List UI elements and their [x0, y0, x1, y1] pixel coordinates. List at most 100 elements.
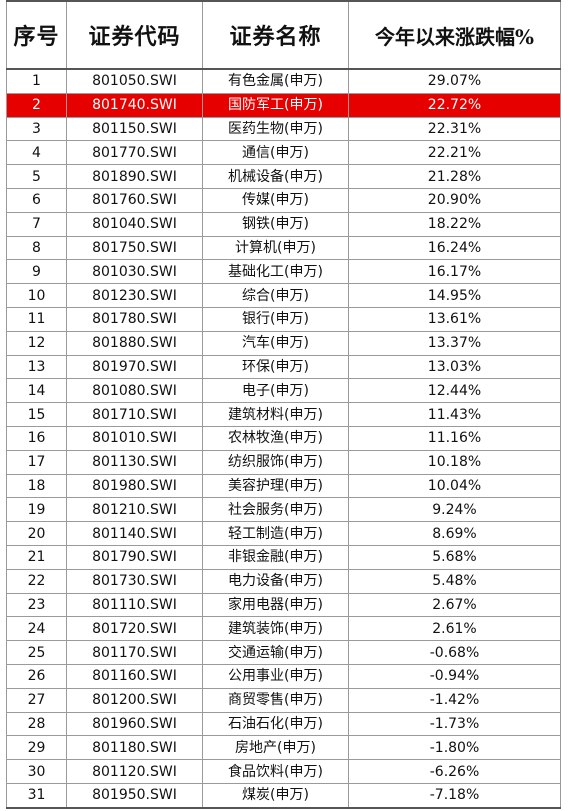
cell-code[interactable]: 801050.SWI — [66, 68, 203, 94]
cell-code[interactable]: 801120.SWI — [66, 759, 203, 784]
cell-name[interactable]: 电子(申万) — [202, 378, 349, 404]
cell-ytd-change[interactable]: 14.95% — [348, 283, 561, 308]
cell-index[interactable]: 14 — [6, 378, 67, 404]
cell-index[interactable]: 15 — [6, 402, 67, 427]
cell-code[interactable]: 801130.SWI — [66, 449, 203, 475]
cell-ytd-change[interactable]: 5.68% — [348, 544, 561, 570]
cell-code[interactable]: 801160.SWI — [66, 663, 203, 689]
cell-ytd-change[interactable]: 10.18% — [348, 449, 561, 475]
table-row[interactable]: 29 801180.SWI 房地产(申万) -1.80% — [6, 735, 561, 761]
cell-code[interactable]: 801880.SWI — [66, 330, 203, 356]
cell-name[interactable]: 汽车(申万) — [202, 330, 349, 356]
table-row[interactable]: 2 801740.SWI 国防军工(申万) 22.72% — [6, 92, 561, 118]
cell-index[interactable]: 23 — [6, 592, 67, 618]
cell-name[interactable]: 银行(申万) — [202, 306, 349, 332]
cell-ytd-change[interactable]: 21.28% — [348, 164, 561, 189]
cell-ytd-change[interactable]: 29.07% — [348, 68, 561, 94]
cell-index[interactable]: 1 — [6, 68, 67, 94]
cell-code[interactable]: 801040.SWI — [66, 211, 203, 237]
table-row[interactable]: 30 801120.SWI 食品饮料(申万) -6.26% — [6, 759, 561, 784]
cell-name[interactable]: 非银金融(申万) — [202, 544, 349, 570]
cell-index[interactable]: 28 — [6, 711, 67, 737]
cell-name[interactable]: 食品饮料(申万) — [202, 759, 349, 784]
cell-name[interactable]: 建筑装饰(申万) — [202, 616, 349, 642]
cell-code[interactable]: 801950.SWI — [66, 782, 203, 809]
cell-ytd-change[interactable]: 13.61% — [348, 306, 561, 332]
cell-ytd-change[interactable]: -1.42% — [348, 687, 561, 713]
cell-index[interactable]: 10 — [6, 283, 67, 308]
cell-code[interactable]: 801170.SWI — [66, 640, 203, 665]
cell-name[interactable]: 纺织服饰(申万) — [202, 449, 349, 475]
header-ytd-change[interactable]: 今年以来涨跌幅% — [348, 0, 561, 70]
table-row[interactable]: 15 801710.SWI 建筑材料(申万) 11.43% — [6, 402, 561, 427]
header-code[interactable]: 证券代码 — [66, 0, 203, 70]
table-row[interactable]: 20 801140.SWI 轻工制造(申万) 8.69% — [6, 521, 561, 546]
cell-code[interactable]: 801720.SWI — [66, 616, 203, 642]
cell-ytd-change[interactable]: 16.17% — [348, 259, 561, 285]
table-row[interactable]: 7 801040.SWI 钢铁(申万) 18.22% — [6, 211, 561, 237]
cell-ytd-change[interactable]: 16.24% — [348, 235, 561, 261]
cell-name[interactable]: 国防军工(申万) — [202, 92, 349, 118]
table-row[interactable]: 8 801750.SWI 计算机(申万) 16.24% — [6, 235, 561, 261]
table-row[interactable]: 10 801230.SWI 综合(申万) 14.95% — [6, 283, 561, 308]
cell-index[interactable]: 11 — [6, 306, 67, 332]
cell-code[interactable]: 801710.SWI — [66, 402, 203, 427]
cell-code[interactable]: 801970.SWI — [66, 354, 203, 380]
table-row[interactable]: 12 801880.SWI 汽车(申万) 13.37% — [6, 330, 561, 356]
cell-code[interactable]: 801110.SWI — [66, 592, 203, 618]
table-row[interactable]: 31 801950.SWI 煤炭(申万) -7.18% — [6, 782, 561, 809]
table-row[interactable]: 11 801780.SWI 银行(申万) 13.61% — [6, 306, 561, 332]
cell-index[interactable]: 6 — [6, 187, 67, 213]
cell-ytd-change[interactable]: 13.03% — [348, 354, 561, 380]
cell-index[interactable]: 8 — [6, 235, 67, 261]
cell-name[interactable]: 有色金属(申万) — [202, 68, 349, 94]
table-row[interactable]: 22 801730.SWI 电力设备(申万) 5.48% — [6, 568, 561, 594]
cell-ytd-change[interactable]: 22.72% — [348, 92, 561, 118]
table-row[interactable]: 23 801110.SWI 家用电器(申万) 2.67% — [6, 592, 561, 618]
cell-code[interactable]: 801790.SWI — [66, 544, 203, 570]
table-row[interactable]: 5 801890.SWI 机械设备(申万) 21.28% — [6, 164, 561, 189]
cell-index[interactable]: 19 — [6, 497, 67, 523]
cell-code[interactable]: 801750.SWI — [66, 235, 203, 261]
cell-ytd-change[interactable]: -7.18% — [348, 782, 561, 809]
cell-code[interactable]: 801030.SWI — [66, 259, 203, 285]
cell-ytd-change[interactable]: 8.69% — [348, 521, 561, 546]
cell-name[interactable]: 农林牧渔(申万) — [202, 425, 349, 451]
cell-index[interactable]: 25 — [6, 640, 67, 665]
table-row[interactable]: 6 801760.SWI 传媒(申万) 20.90% — [6, 187, 561, 213]
cell-name[interactable]: 公用事业(申万) — [202, 663, 349, 689]
cell-name[interactable]: 机械设备(申万) — [202, 164, 349, 189]
cell-name[interactable]: 综合(申万) — [202, 283, 349, 308]
cell-index[interactable]: 13 — [6, 354, 67, 380]
cell-name[interactable]: 社会服务(申万) — [202, 497, 349, 523]
table-row[interactable]: 17 801130.SWI 纺织服饰(申万) 10.18% — [6, 449, 561, 475]
cell-code[interactable]: 801740.SWI — [66, 92, 203, 118]
table-row[interactable]: 28 801960.SWI 石油石化(申万) -1.73% — [6, 711, 561, 737]
cell-index[interactable]: 29 — [6, 735, 67, 761]
cell-index[interactable]: 27 — [6, 687, 67, 713]
cell-ytd-change[interactable]: -1.80% — [348, 735, 561, 761]
cell-name[interactable]: 钢铁(申万) — [202, 211, 349, 237]
cell-name[interactable]: 房地产(申万) — [202, 735, 349, 761]
cell-code[interactable]: 801960.SWI — [66, 711, 203, 737]
cell-name[interactable]: 通信(申万) — [202, 140, 349, 166]
cell-name[interactable]: 计算机(申万) — [202, 235, 349, 261]
cell-index[interactable]: 18 — [6, 473, 67, 499]
table-row[interactable]: 27 801200.SWI 商贸零售(申万) -1.42% — [6, 687, 561, 713]
cell-name[interactable]: 轻工制造(申万) — [202, 521, 349, 546]
table-row[interactable]: 9 801030.SWI 基础化工(申万) 16.17% — [6, 259, 561, 285]
table-row[interactable]: 14 801080.SWI 电子(申万) 12.44% — [6, 378, 561, 404]
cell-ytd-change[interactable]: 22.21% — [348, 140, 561, 166]
table-row[interactable]: 3 801150.SWI 医药生物(申万) 22.31% — [6, 116, 561, 142]
cell-ytd-change[interactable]: 2.61% — [348, 616, 561, 642]
cell-index[interactable]: 4 — [6, 140, 67, 166]
cell-ytd-change[interactable]: 2.67% — [348, 592, 561, 618]
cell-code[interactable]: 801760.SWI — [66, 187, 203, 213]
cell-name[interactable]: 建筑材料(申万) — [202, 402, 349, 427]
cell-code[interactable]: 801180.SWI — [66, 735, 203, 761]
cell-code[interactable]: 801210.SWI — [66, 497, 203, 523]
cell-index[interactable]: 12 — [6, 330, 67, 356]
cell-ytd-change[interactable]: 11.43% — [348, 402, 561, 427]
cell-code[interactable]: 801770.SWI — [66, 140, 203, 166]
cell-name[interactable]: 电力设备(申万) — [202, 568, 349, 594]
